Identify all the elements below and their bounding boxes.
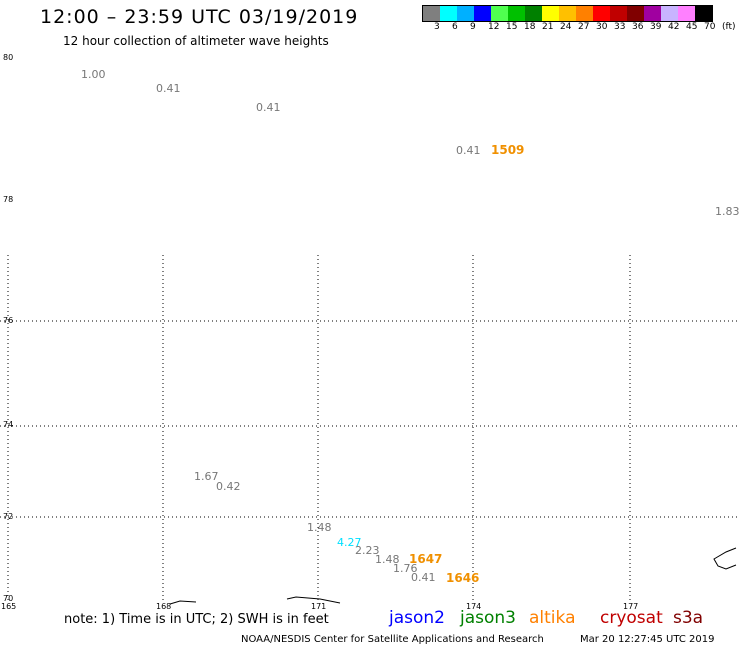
color-swatch [661,6,678,21]
coastline-segment [713,547,737,570]
footer-timestamp: Mar 20 12:27:45 UTC 2019 [580,634,715,645]
color-swatch [678,6,695,21]
wave-height-value: 0.41 [156,82,181,95]
legend-s3a: s3a [673,608,704,628]
pass-time-label: 1647 [409,552,443,566]
color-scale-label: 15 [506,22,518,32]
color-swatch [423,6,440,21]
wave-height-value: 2.23 [355,544,380,557]
lon-label: 177 [623,602,639,611]
wave-height-value: 4.27 [337,536,362,549]
lat-label: 74 [3,420,14,429]
coastline [169,547,737,605]
wave-height-value: 1.67 [194,470,219,483]
color-swatch [508,6,525,21]
color-scale-label: 39 [650,22,662,32]
color-swatch [525,6,542,21]
wave-height-value: 1.48 [307,521,332,534]
color-scale-label: 27 [578,22,590,32]
legend-jason2: jason2 [389,608,445,628]
color-scale-label: 21 [542,22,554,32]
color-scale-label: 24 [560,22,572,32]
color-scale-label: 12 [488,22,500,32]
color-scale-label: 70 [704,22,716,32]
color-scale-label: 30 [596,22,608,32]
color-scale-label: 6 [452,22,458,32]
color-swatch [593,6,610,21]
color-swatch [627,6,644,21]
wave-height-value: 1.48 [375,553,400,566]
pass-time-label: 1646 [446,571,480,585]
wave-height-value: 1.76 [393,562,418,575]
color-swatch [474,6,491,21]
color-swatch [695,6,712,21]
color-swatch [559,6,576,21]
color-swatch [440,6,457,21]
color-scale-label: 45 [686,22,698,32]
lon-label: 174 [466,602,482,611]
coastline-segment [169,600,197,605]
color-scale-label: 18 [524,22,536,32]
color-swatch [457,6,474,21]
lon-label: 165 [1,602,17,611]
lon-label: 168 [156,602,172,611]
lon-label: 171 [311,602,327,611]
color-swatch [491,6,508,21]
wave-height-value: 1.00 [81,68,106,81]
wave-height-value: 1.83 [715,205,740,218]
color-scale-label: 9 [470,22,476,32]
footer-credit: NOAA/NESDIS Center for Satellite Applica… [241,634,544,645]
color-scale-label: (ft) [722,22,736,32]
lat-label: 70 [3,594,14,603]
map-subtitle: 12 hour collection of altimeter wave hei… [63,34,329,48]
lat-label: 78 [3,195,14,204]
color-scale-label: 42 [668,22,680,32]
wave-height-value: 0.41 [256,101,281,114]
lat-label: 72 [3,512,14,521]
color-scale-bar [422,5,713,22]
legend-altika: altika [529,608,576,628]
legend-jason3: jason3 [460,608,516,628]
lat-label: 76 [3,316,14,325]
wave-height-value: 0.41 [456,144,481,157]
coastline-segment [286,596,341,604]
color-swatch [610,6,627,21]
lat-label: 80 [3,53,14,62]
legend-cryosat: cryosat [600,608,663,628]
color-scale-label: 36 [632,22,644,32]
wave-height-value: 0.42 [216,480,241,493]
color-scale-label: 33 [614,22,626,32]
legend-note: note: 1) Time is in UTC; 2) SWH is in fe… [64,612,329,627]
color-swatch [644,6,661,21]
color-swatch [542,6,559,21]
pass-time-label: 1509 [491,143,525,157]
wave-height-value: 0.41 [411,571,436,584]
map-title: 12:00 – 23:59 UTC 03/19/2019 [40,6,359,28]
graticule [0,255,740,600]
color-scale-label: 3 [434,22,440,32]
color-swatch [576,6,593,21]
